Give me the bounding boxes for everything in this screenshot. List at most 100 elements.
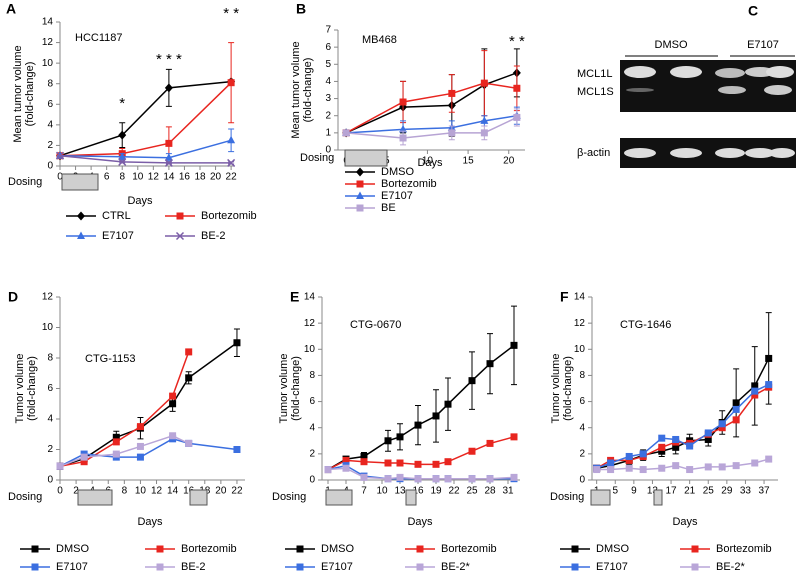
marker — [486, 475, 494, 483]
x-tick-label: 8 — [119, 172, 125, 183]
x-tick-label: 13 — [394, 486, 406, 497]
marker — [31, 545, 39, 553]
x-tick-label: 7 — [361, 486, 367, 497]
marker — [658, 464, 666, 472]
marker — [136, 453, 144, 461]
x-tick-label: 33 — [740, 486, 752, 497]
y-tick-label: 5 — [325, 59, 331, 70]
y-tick-label: 8 — [47, 353, 53, 364]
chart-title: CTG-0670 — [350, 319, 401, 331]
x-axis-label: Days — [417, 157, 443, 169]
legend-label: CTRL — [102, 210, 131, 222]
x-tick-label: 6 — [104, 172, 110, 183]
marker — [571, 545, 579, 553]
y-tick-label: 12 — [42, 292, 54, 303]
x-tick-label: 22 — [448, 486, 460, 497]
x-tick-label: 2 — [73, 486, 79, 497]
marker — [416, 545, 424, 553]
marker — [718, 463, 726, 471]
x-tick-label: 22 — [226, 172, 238, 183]
marker — [169, 432, 177, 440]
marker — [227, 158, 236, 167]
marker — [672, 435, 680, 443]
x-tick-label: 25 — [466, 486, 478, 497]
x-tick-label: 9 — [631, 486, 637, 497]
marker — [480, 79, 488, 87]
marker — [165, 139, 173, 147]
y-tick-label: 0 — [47, 161, 53, 172]
dosing-box — [405, 489, 417, 506]
y-tick-label: 4 — [47, 119, 53, 130]
y-tick-label: 10 — [304, 344, 316, 355]
y-tick-label: 2 — [579, 448, 585, 459]
x-tick-label: 13 — [647, 486, 659, 497]
marker — [625, 452, 633, 460]
marker — [164, 83, 173, 93]
marker — [31, 563, 39, 571]
x-tick-label: 21 — [684, 486, 696, 497]
legend-label: DMSO — [56, 543, 89, 555]
marker — [342, 129, 350, 137]
y-tick-label: 12 — [304, 318, 316, 329]
legend-label: BE-2* — [441, 561, 470, 573]
marker — [112, 433, 120, 441]
dosing-label: Dosing — [8, 491, 42, 503]
marker — [444, 400, 452, 408]
marker — [658, 447, 666, 455]
x-tick-label: 0 — [57, 172, 63, 183]
y-tick-label: 0 — [579, 475, 585, 486]
marker — [732, 399, 740, 407]
dosing-box — [325, 489, 353, 506]
marker — [468, 377, 476, 385]
chart-title: CTG-1153 — [85, 353, 136, 365]
marker — [233, 339, 241, 347]
marker — [639, 466, 647, 474]
legend-label: Bortezomib — [716, 543, 772, 555]
chart-title: MB468 — [362, 34, 397, 46]
legend-label: BE-2 — [201, 230, 225, 242]
marker — [399, 134, 407, 142]
x-tick-label: 10 — [135, 486, 147, 497]
x-tick-label: 28 — [484, 486, 496, 497]
dosing-box — [77, 489, 113, 506]
y-tick-label: 4 — [325, 76, 331, 87]
row-label: β-actin — [577, 147, 610, 159]
marker — [480, 116, 489, 124]
significance-mark: * — [166, 51, 172, 68]
marker — [691, 563, 699, 571]
y-tick-label: 4 — [309, 422, 315, 433]
y-tick-label: 10 — [42, 322, 54, 333]
marker — [510, 433, 518, 441]
marker — [185, 374, 193, 382]
y-tick-label: 1 — [325, 127, 331, 138]
dosing-box — [61, 173, 99, 191]
legend-label: Bortezomib — [381, 178, 437, 190]
marker — [625, 464, 633, 472]
marker — [118, 152, 127, 160]
marker — [360, 473, 368, 481]
marker — [571, 563, 579, 571]
x-tick-label: 0 — [57, 486, 63, 497]
y-tick-label: 14 — [42, 17, 54, 28]
series-line — [345, 72, 518, 134]
x-tick-label: 20 — [503, 156, 515, 167]
marker — [751, 382, 759, 390]
row-label: MCL1S — [577, 86, 614, 98]
significance-mark: * — [119, 95, 125, 112]
marker — [185, 439, 193, 447]
x-axis-label: Days — [672, 516, 698, 528]
y-tick-label: 6 — [325, 42, 331, 53]
marker — [672, 462, 680, 470]
marker — [625, 456, 633, 464]
legend-label: E7107 — [596, 561, 628, 573]
y-tick-label: 2 — [47, 444, 53, 455]
y-tick-label: 0 — [309, 475, 315, 486]
y-tick-label: 14 — [574, 292, 586, 303]
marker — [233, 446, 241, 453]
legend-label: Bortezomib — [181, 543, 237, 555]
marker — [751, 459, 759, 467]
marker — [175, 231, 185, 241]
marker — [118, 130, 127, 140]
marker — [156, 563, 164, 571]
x-tick-label: 31 — [502, 486, 514, 497]
